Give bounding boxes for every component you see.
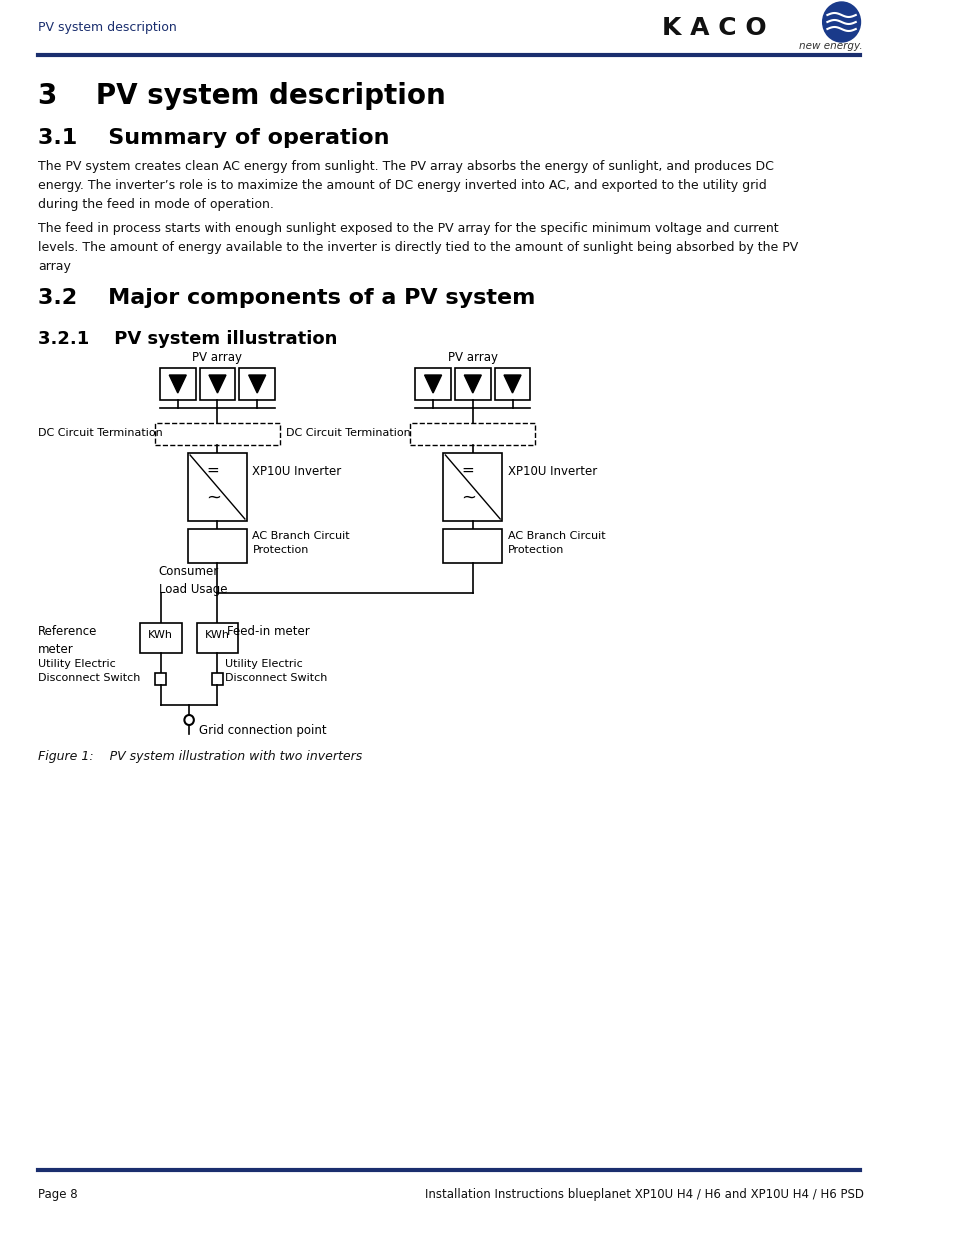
Text: 3.2.1    PV system illustration: 3.2.1 PV system illustration [38,330,336,348]
Circle shape [821,2,860,42]
Polygon shape [169,375,186,393]
Text: DC Circuit Termination: DC Circuit Termination [38,429,162,438]
Text: K A C O: K A C O [661,16,766,40]
Text: PV system description: PV system description [38,21,176,35]
Text: Grid connection point: Grid connection point [198,724,326,737]
Text: XP10U Inverter: XP10U Inverter [253,466,341,478]
Text: 3    PV system description: 3 PV system description [38,82,445,110]
Bar [196,622,238,653]
Bar [155,424,279,445]
Text: 3.1    Summary of operation: 3.1 Summary of operation [38,128,389,148]
Text: XP10U Inverter: XP10U Inverter [507,466,597,478]
Bar [160,368,195,400]
Polygon shape [424,375,441,393]
Polygon shape [464,375,481,393]
Text: Consumer
Load Usage: Consumer Load Usage [159,564,227,597]
Bar [188,453,247,521]
Text: KWh: KWh [148,630,173,640]
Text: Reference
meter: Reference meter [38,625,97,656]
Bar [443,453,501,521]
Text: The PV system creates clean AC energy from sunlight. The PV array absorbs the en: The PV system creates clean AC energy fr… [38,161,773,211]
Text: The feed in process starts with enough sunlight exposed to the PV array for the : The feed in process starts with enough s… [38,222,798,273]
Text: 3.2    Major components of a PV system: 3.2 Major components of a PV system [38,288,535,308]
Bar [410,424,535,445]
Text: Page 8: Page 8 [38,1188,77,1200]
Bar [239,368,274,400]
Bar [188,529,247,563]
Text: KWh: KWh [205,630,230,640]
Text: AC Branch Circuit
Protection: AC Branch Circuit Protection [507,531,605,555]
Circle shape [184,715,193,725]
Bar [140,622,181,653]
Text: ~: ~ [206,489,221,508]
Text: Utility Electric
Disconnect Switch: Utility Electric Disconnect Switch [38,659,140,683]
Bar [443,529,501,563]
Polygon shape [249,375,266,393]
Bar [212,673,223,685]
Text: Feed-in meter: Feed-in meter [227,625,310,638]
Polygon shape [503,375,520,393]
Bar [199,368,235,400]
Bar [415,368,451,400]
Text: PV array: PV array [193,351,242,364]
Text: new energy.: new energy. [799,41,862,51]
Bar [455,368,490,400]
Text: =: = [461,463,474,478]
Text: ~: ~ [461,489,476,508]
Bar [155,673,166,685]
Text: Installation Instructions blueplanet XP10U H4 / H6 and XP10U H4 / H6 PSD: Installation Instructions blueplanet XP1… [425,1188,863,1200]
Text: Figure 1:    PV system illustration with two inverters: Figure 1: PV system illustration with tw… [38,750,362,763]
Polygon shape [209,375,226,393]
Text: =: = [206,463,218,478]
Text: DC Circuit Termination: DC Circuit Termination [285,429,410,438]
Text: Utility Electric
Disconnect Switch: Utility Electric Disconnect Switch [225,659,327,683]
Bar [494,368,530,400]
Text: AC Branch Circuit
Protection: AC Branch Circuit Protection [253,531,350,555]
Text: PV array: PV array [447,351,497,364]
